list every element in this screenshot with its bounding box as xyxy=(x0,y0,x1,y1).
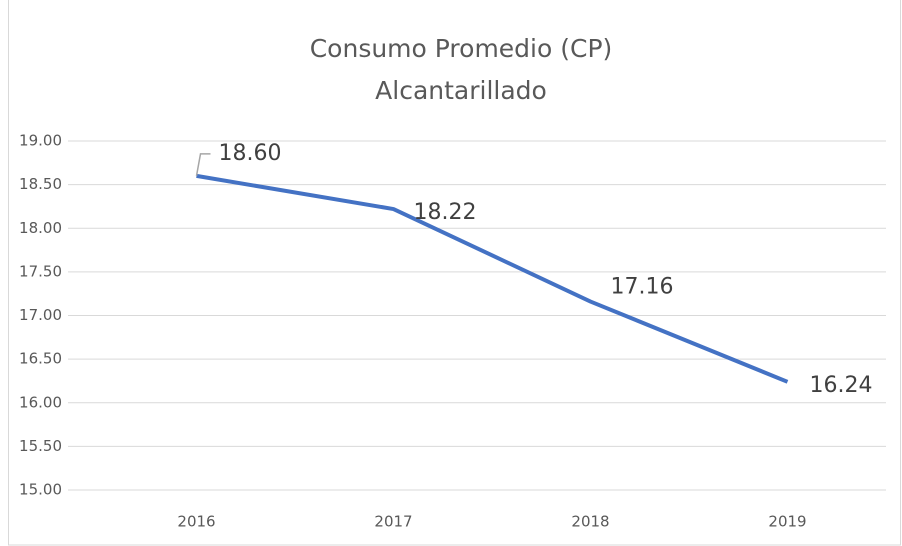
y-tick-label: 17.00 xyxy=(19,306,62,324)
y-tick-label: 15.50 xyxy=(19,437,62,455)
x-tick-label: 2019 xyxy=(768,513,806,531)
data-label: 18.22 xyxy=(414,200,477,225)
leader-line xyxy=(195,153,211,177)
line xyxy=(196,173,789,384)
y-tick-label: 18.00 xyxy=(19,219,62,237)
data-label: 17.16 xyxy=(611,275,674,300)
x-tick-label: 2018 xyxy=(571,513,609,531)
chart-frame xyxy=(8,0,901,546)
y-tick-label: 15.00 xyxy=(19,481,62,499)
y-tick-label: 19.00 xyxy=(19,132,62,150)
y-tick-label: 18.50 xyxy=(19,175,62,193)
data-label: 18.60 xyxy=(219,141,282,166)
y-tick-label: 16.50 xyxy=(19,350,62,368)
x-tick-label: 2017 xyxy=(374,513,412,531)
y-tick-label: 16.00 xyxy=(19,393,62,411)
x-tick-label: 2016 xyxy=(177,513,215,531)
y-tick-label: 17.50 xyxy=(19,262,62,280)
chart-title: Alcantarillado xyxy=(375,76,547,105)
chart-title: Consumo Promedio (CP) xyxy=(310,34,613,63)
data-label: 16.24 xyxy=(810,373,873,398)
